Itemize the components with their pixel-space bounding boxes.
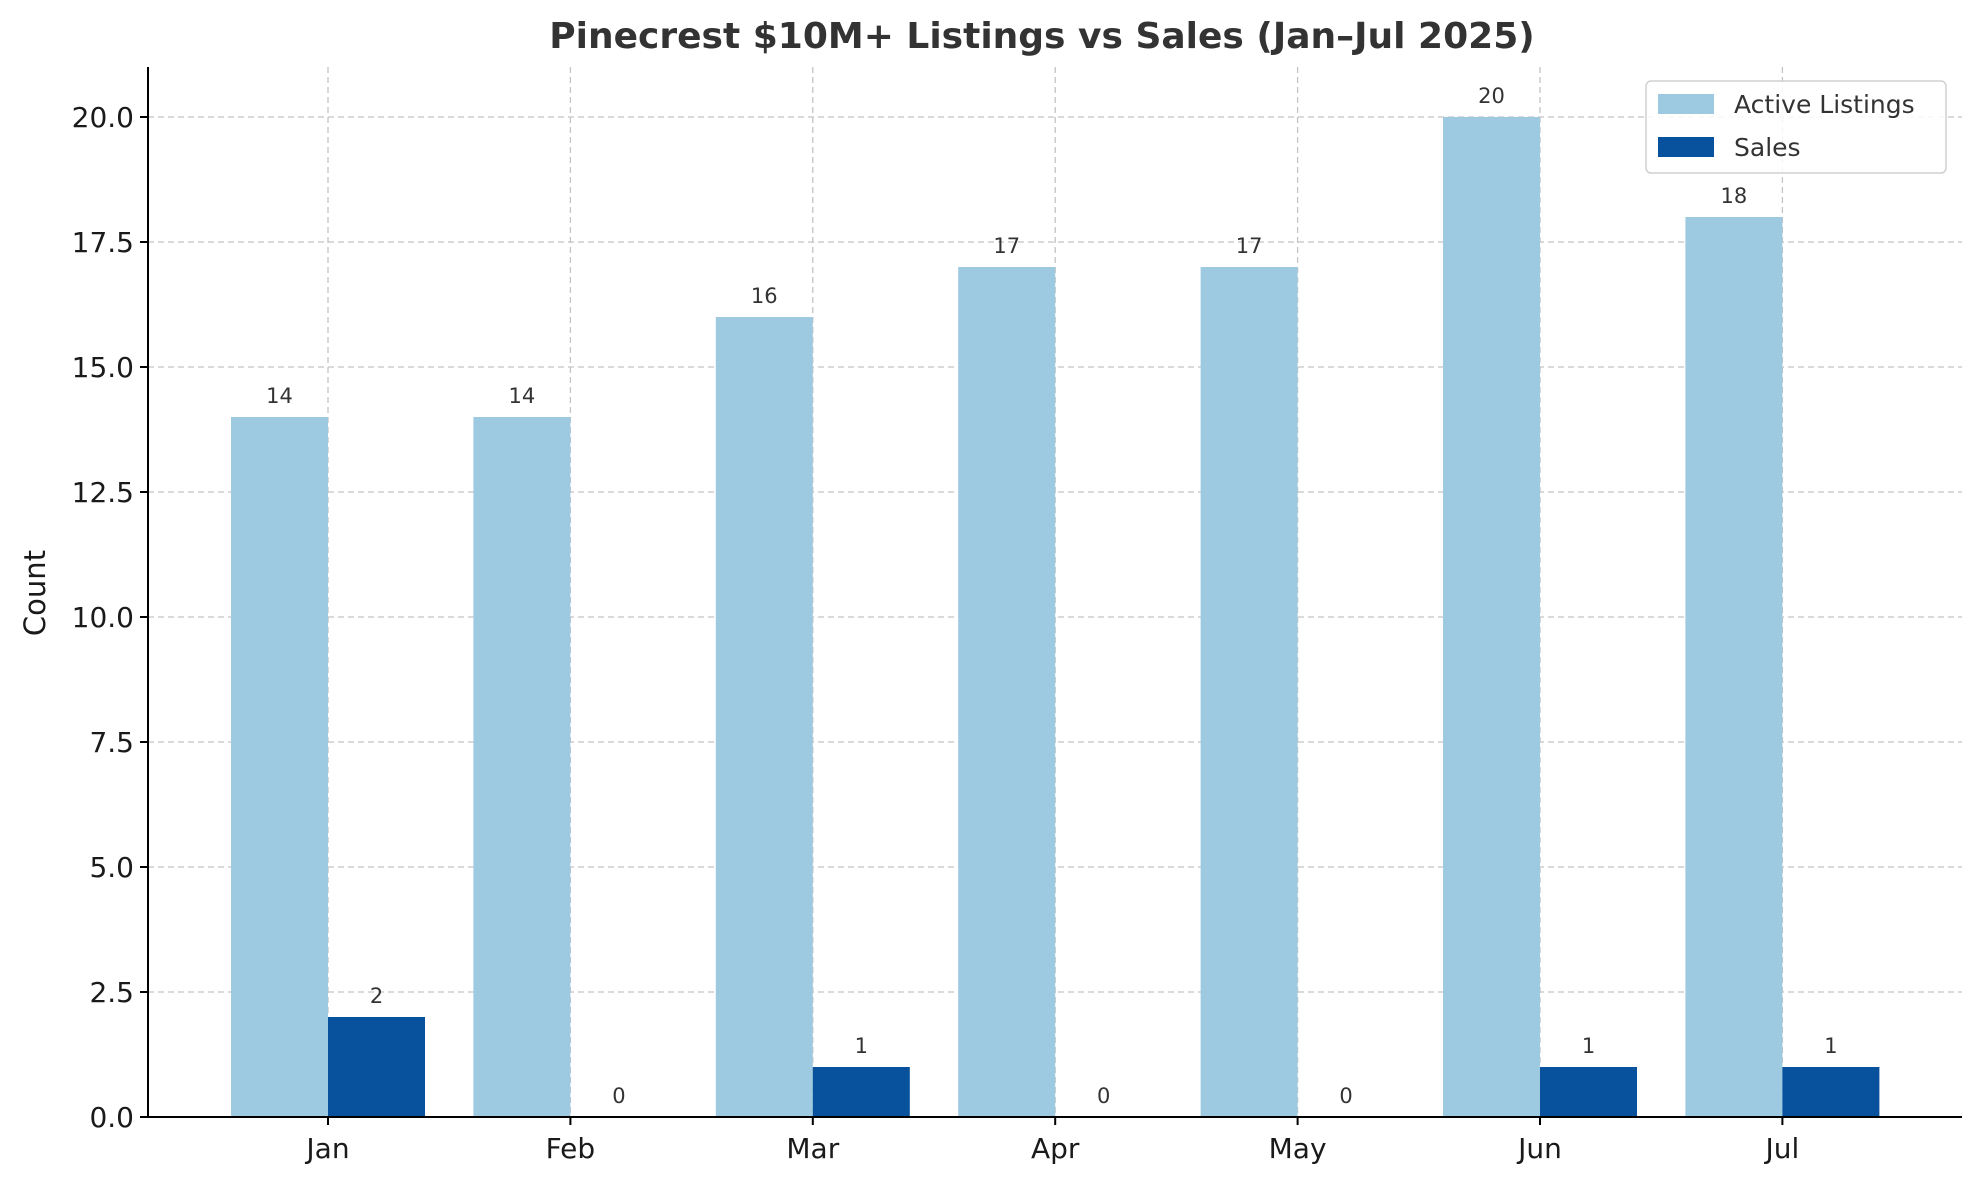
y-tick-label: 5.0	[89, 851, 134, 884]
sales-value-label: 1	[1824, 1034, 1837, 1058]
active-listings-value-label: 18	[1721, 184, 1748, 208]
x-tick-label: Feb	[546, 1132, 596, 1165]
active-listings-bar	[1685, 217, 1783, 1117]
x-tick-label: Jan	[304, 1132, 349, 1165]
bars	[231, 117, 1880, 1117]
axes: 0.0 2.5 5.0 7.5 10.0 12.5 15.0 17.5 20.0 Jan Feb Ma…	[72, 67, 1962, 1165]
active-listings-bar	[1443, 117, 1540, 1117]
legend-box	[1645, 80, 1947, 174]
y-tick-label: 20.0	[72, 101, 134, 134]
active-listings-bar	[715, 317, 813, 1117]
sales-value-label: 0	[1339, 1084, 1352, 1108]
x-tick-label: May	[1269, 1132, 1327, 1165]
active-listings-value-label: 17	[1236, 234, 1263, 258]
legend-swatch-sales	[1658, 137, 1714, 157]
sales-bar	[1540, 1067, 1637, 1117]
active-listings-bar	[231, 417, 328, 1117]
sales-value-label: 2	[370, 984, 383, 1008]
sales-value-label: 1	[1582, 1034, 1595, 1058]
active-listings-bar	[958, 267, 1056, 1117]
y-tick-label: 2.5	[89, 976, 134, 1009]
x-tick-label: Jun	[1516, 1132, 1562, 1165]
y-tick-label: 0.0	[89, 1101, 134, 1134]
legend-label-active-listings: Active Listings	[1734, 90, 1915, 119]
sales-value-label: 0	[612, 1084, 625, 1108]
active-listings-value-label: 20	[1478, 84, 1505, 108]
sales-value-label: 1	[855, 1034, 868, 1058]
active-listings-value-label: 17	[993, 234, 1020, 258]
x-tick-label: Apr	[1031, 1132, 1080, 1165]
active-listings-bar	[1200, 267, 1298, 1117]
y-tick-label: 7.5	[89, 726, 134, 759]
legend-swatch-active-listings	[1658, 94, 1714, 114]
sales-value-label: 0	[1097, 1084, 1110, 1108]
active-listings-value-label: 14	[509, 384, 536, 408]
legend-label-sales: Sales	[1734, 133, 1801, 162]
sales-bar	[328, 1017, 425, 1117]
x-tick-label: Jul	[1764, 1132, 1800, 1165]
y-axis-label: Count	[18, 550, 52, 636]
y-tick-label: 17.5	[72, 226, 134, 259]
legend: Active Listings Sales	[1645, 80, 1947, 174]
active-listings-value-label: 16	[751, 284, 778, 308]
sales-bar	[1782, 1067, 1880, 1117]
y-tick-label: 15.0	[72, 351, 134, 384]
chart-title: Pinecrest $10M+ Listings vs Sales (Jan–J…	[549, 16, 1534, 57]
sales-bar	[812, 1067, 910, 1117]
y-tick-label: 12.5	[72, 476, 134, 509]
y-tick-label: 10.0	[72, 601, 134, 634]
active-listings-value-label: 14	[266, 384, 293, 408]
x-tick-label: Mar	[786, 1132, 839, 1165]
active-listings-bar	[473, 417, 571, 1117]
